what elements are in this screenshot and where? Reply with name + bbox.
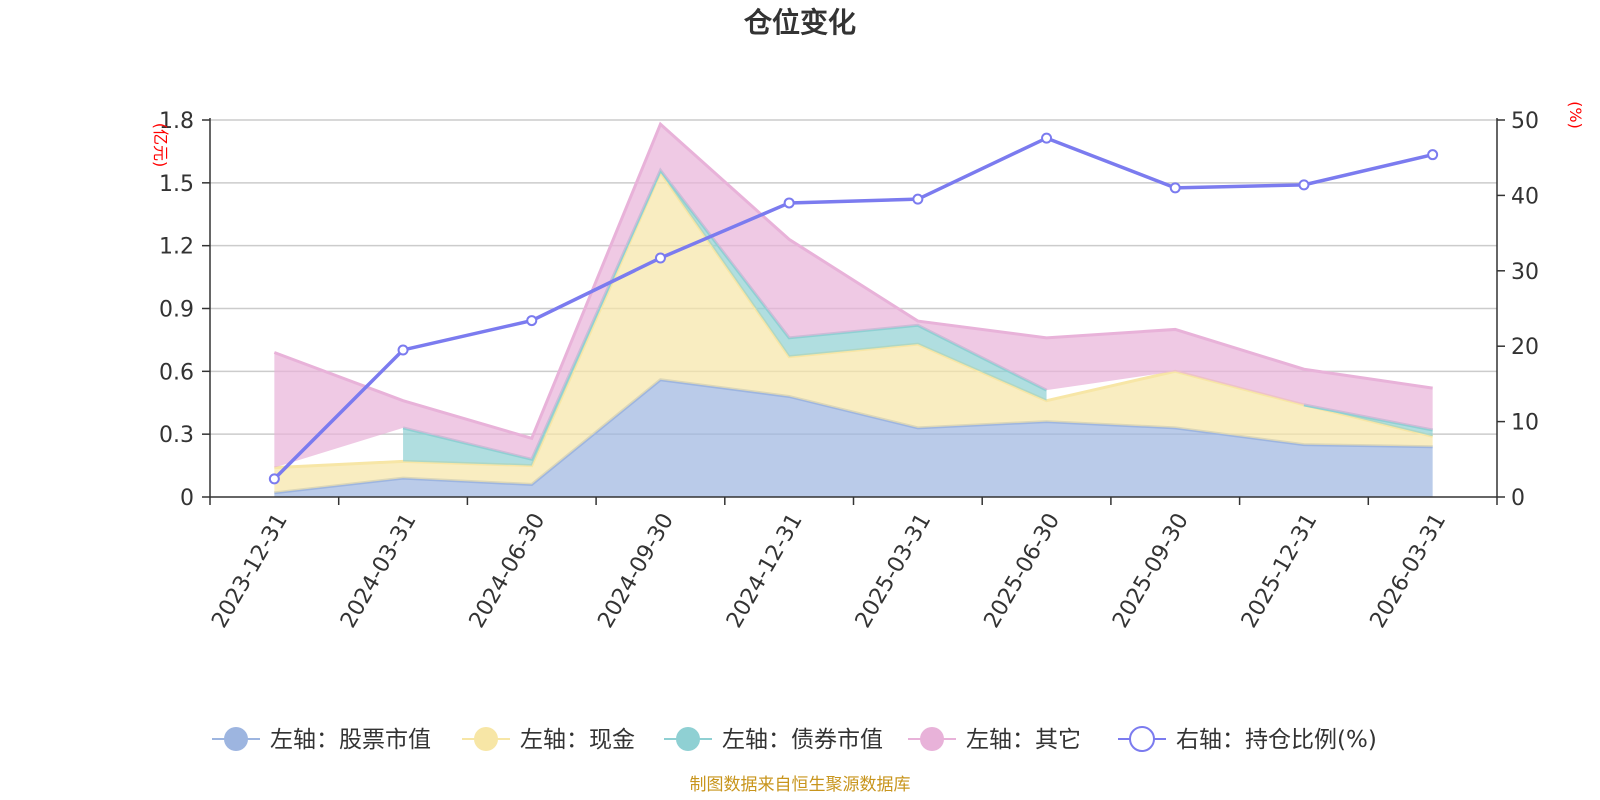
x-tick-label: 2025-12-31 [1237,509,1323,632]
legend-label: 左轴：债券市值 [722,727,883,753]
ratio-point [1169,182,1181,194]
left-tick-label: 0 [180,486,194,511]
area-左轴：股票市值 [274,379,1433,497]
ratio-point [1041,132,1053,144]
x-tick-label: 2024-03-31 [336,509,422,632]
right-tick-label: 0 [1511,486,1525,511]
legend-marker [474,727,498,751]
area-左轴：现金 [274,172,1433,493]
x-tick-label: 2025-06-30 [980,509,1066,632]
legend-marker [920,727,944,751]
left-tick-label: 1.8 [159,109,194,134]
x-tick-label: 2024-12-31 [722,509,808,632]
ratio-point [1298,179,1310,191]
legend-label: 左轴：其它 [966,727,1081,753]
left-axis-unit: (亿元) [151,123,170,168]
legend-label: 右轴：持仓比例(%) [1176,727,1377,753]
right-axis-unit: (%) [1566,101,1585,129]
right-tick-label: 40 [1511,184,1539,209]
x-tick-label: 2025-09-30 [1108,509,1194,632]
right-tick-label: 30 [1511,260,1539,285]
ratio-line [273,136,1434,481]
area-edge-左轴：其它 [273,121,1433,441]
ratio-line-layer [268,132,1439,485]
chart-title: 仓位变化 [744,6,856,39]
legend-label: 左轴：股票市值 [270,727,431,753]
left-tick-label: 0.9 [159,298,194,323]
area-layers [273,121,1434,497]
legend-label: 左轴：现金 [520,727,635,753]
x-tick-label: 2025-03-31 [851,509,937,632]
x-tick-label: 2024-06-30 [465,509,551,632]
ratio-point [526,315,538,327]
ratio-point [397,344,409,356]
left-tick-label: 1.2 [159,235,194,260]
ratio-point [268,473,280,485]
right-tick-label: 10 [1511,411,1539,436]
legend-marker [676,727,700,751]
area-左轴：其它 [274,124,1433,468]
area-左轴：债券市值 [1303,404,1433,437]
x-tick-label: 2023-12-31 [207,509,293,632]
source-note: 制图数据来自恒生聚源数据库 [690,775,911,795]
right-tick-label: 20 [1511,335,1539,360]
left-tick-label: 0.6 [159,360,194,385]
left-tick-label: 0.3 [159,423,194,448]
ratio-point [912,193,924,205]
right-tick-label: 50 [1511,109,1539,134]
left-tick-label: 1.5 [159,172,194,197]
legend: 左轴：股票市值 左轴：现金 左轴：债券市值 左轴：其它 右轴：持仓比例(%) [212,726,1377,753]
legend-marker [1129,726,1155,752]
area-左轴：债券市值 [403,170,1047,466]
x-tick-label: 2026-03-31 [1366,509,1452,632]
legend-marker [224,727,248,751]
ratio-point [783,197,795,209]
x-tick-label: 2024-09-30 [593,509,679,632]
ratio-point [1427,149,1439,161]
ratio-point [654,252,666,264]
